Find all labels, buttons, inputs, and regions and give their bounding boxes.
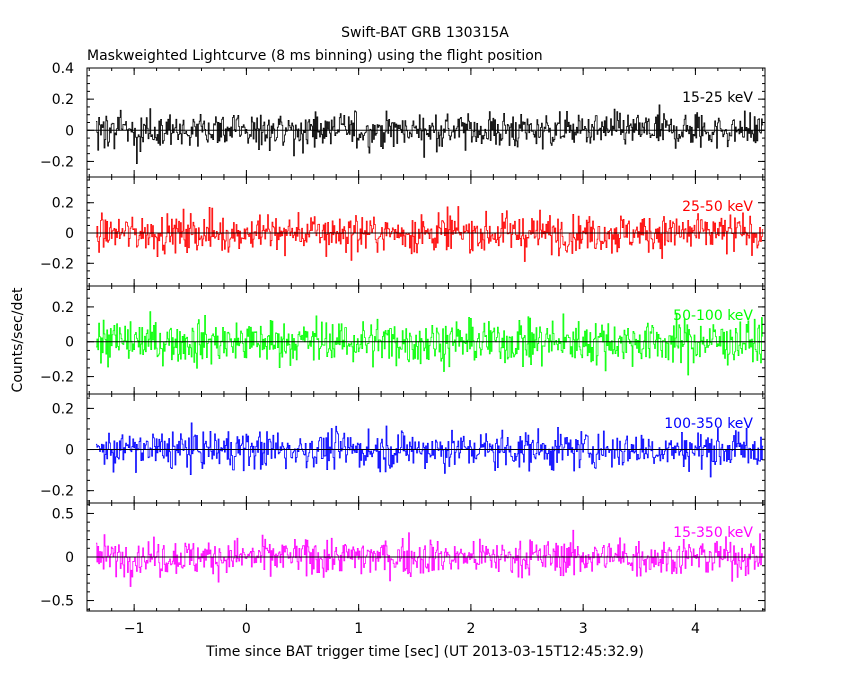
- chart-title: Swift-BAT GRB 130315A: [341, 25, 509, 41]
- panel-4: 100-350 keV −0.2 0 0.2: [40, 393, 766, 504]
- panel-3: 50-100 keV −0.2 0 0.2: [40, 285, 766, 395]
- y-tick-label: 0.5: [52, 506, 74, 522]
- x-tick-label: 4: [691, 621, 700, 637]
- y-tick-label: 0: [65, 443, 74, 459]
- panel-frame: [86, 285, 766, 395]
- y-tick-label: −0.2: [40, 256, 74, 272]
- y-axis-label: Counts/sec/det: [10, 287, 26, 392]
- x-tick-label: 3: [579, 621, 588, 637]
- y-tick-label: 0: [65, 123, 74, 139]
- series-line-2: [95, 206, 764, 262]
- y-tick-label: −0.5: [40, 594, 74, 610]
- y-tick-label: −0.2: [40, 370, 74, 386]
- band-label: 15-25 keV: [682, 90, 753, 106]
- panel-2: 25-50 keV −0.2 0 0.2: [40, 176, 766, 287]
- band-label: 25-50 keV: [682, 199, 753, 215]
- y-tick-label: 0.2: [52, 196, 74, 212]
- y-tick-label: 0: [65, 550, 74, 566]
- band-label: 50-100 keV: [673, 308, 753, 324]
- y-tick-label: 0.2: [52, 92, 74, 108]
- x-axis-label: Time since BAT trigger time [sec] (UT 20…: [205, 644, 644, 660]
- chart-subtitle: Maskweighted Lightcurve (8 ms binning) u…: [87, 48, 543, 64]
- y-tick-label: −0.2: [40, 484, 74, 500]
- y-tick-label: −0.2: [40, 154, 74, 170]
- y-tick-label: 0: [65, 226, 74, 242]
- x-tick-label: 1: [354, 621, 363, 637]
- y-tick-label: 0: [65, 335, 74, 351]
- x-tick-label: 2: [466, 621, 475, 637]
- panels-group: 15-25 keV−0.200.20.425-50 keV−0.200.250-…: [40, 61, 766, 637]
- series-line-3: [95, 311, 764, 376]
- x-tick-label: −1: [124, 621, 145, 637]
- panel-5: 15-350 keV −0.5 0 0.5: [40, 502, 766, 612]
- series-line-1: [95, 104, 764, 165]
- y-tick-label: 0.4: [52, 61, 74, 77]
- y-tick-label: 0.2: [52, 401, 74, 417]
- band-label: 100-350 keV: [664, 416, 753, 432]
- series-line-5: [95, 529, 764, 587]
- x-tick-label: 0: [242, 621, 251, 637]
- series-line-4: [95, 422, 764, 478]
- panel-1: 15-25 keV −0.2 0 0.2 0.4: [40, 61, 766, 178]
- band-label: 15-350 keV: [673, 525, 753, 541]
- y-tick-label: 0.2: [52, 300, 74, 316]
